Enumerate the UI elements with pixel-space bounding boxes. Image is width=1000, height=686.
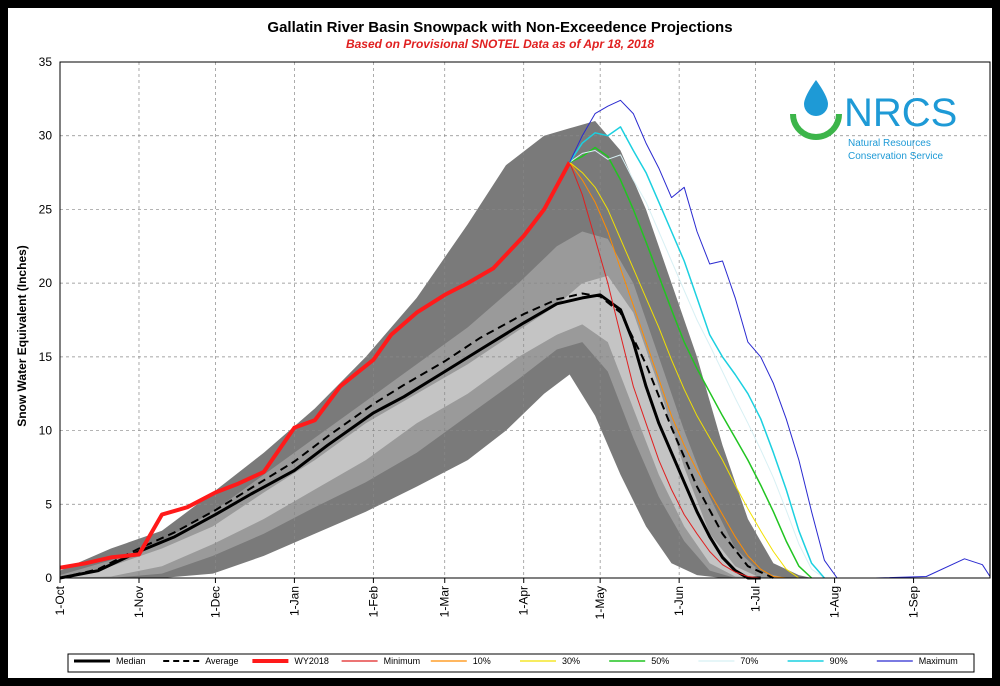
y-tick-label: 30 [39, 129, 53, 143]
legend-label: 10% [473, 656, 491, 666]
x-tick-label: 1-Feb [366, 586, 380, 618]
chart-title: Gallatin River Basin Snowpack with Non-E… [267, 19, 732, 36]
legend-label: 30% [562, 656, 580, 666]
x-tick-label: 1-May [593, 586, 607, 619]
series-70- [569, 150, 825, 579]
y-tick-label: 15 [39, 350, 53, 364]
percentile-band-2 [60, 275, 761, 578]
x-tick-label: 1-Aug [828, 586, 842, 618]
series-average [59, 292, 774, 579]
ground-arc-icon [790, 113, 842, 140]
series-wy2018 [59, 161, 572, 570]
logo-subtitle-2: Conservation Service [848, 151, 943, 162]
series-30- [569, 161, 800, 579]
chart-panel: Gallatin River Basin Snowpack with Non-E… [8, 8, 992, 678]
legend-label: 90% [830, 656, 848, 666]
legend-label: Median [116, 656, 146, 666]
legend-label: Average [205, 656, 238, 666]
plot-area: 0 5 10 15 20 25 30 35 1-Oct 1-Nov 1-Dec 1-Jan 1-Feb 1… [39, 55, 991, 619]
y-axis-label: Snow Water Equivalent (Inches) [15, 245, 29, 427]
legend-label: Minimum [384, 656, 421, 666]
percentile-band-0 [60, 121, 812, 578]
chart-subtitle: Based on Provisional SNOTEL Data as of A… [346, 37, 654, 51]
y-tick-label: 35 [39, 55, 53, 69]
series-median [59, 293, 761, 580]
y-tick-label: 0 [45, 571, 52, 585]
x-tick-label: 1-Apr [517, 586, 531, 615]
y-tick-label: 20 [39, 276, 53, 290]
logo-wordmark: NRCS [844, 91, 957, 135]
y-tick-label: 5 [45, 497, 52, 511]
plot-border [59, 61, 991, 579]
legend-label: 50% [651, 656, 669, 666]
x-tick-label: 1-Mar [438, 586, 452, 617]
x-tick-label: 1-Sep [907, 586, 921, 618]
legend-label: WY2018 [294, 656, 329, 666]
legend: Median Average WY2018 Minimum 10% 30% 50% 70% 90… [67, 653, 975, 673]
y-tick-label: 10 [39, 424, 53, 438]
legend-box [67, 653, 975, 673]
series-90- [568, 126, 825, 579]
x-tick-label: 1-Jan [287, 586, 301, 616]
logo-subtitle-1: Natural Resources [848, 138, 931, 149]
series-50- [569, 146, 813, 579]
water-drop-icon [804, 80, 828, 116]
x-tick-label: 1-Nov [132, 586, 146, 618]
series-10- [569, 162, 787, 579]
series-minimum [569, 162, 774, 579]
x-tick-label: 1-Jun [672, 586, 686, 616]
legend-label: 70% [740, 656, 758, 666]
x-tick-label: 1-Jul [749, 586, 763, 612]
nrcs-logo: NRCS Natural Resources Conservation Serv… [790, 80, 957, 162]
x-tick-label: 1-Oct [53, 585, 67, 615]
legend-label: Maximum [919, 656, 958, 666]
x-tick-label: 1-Dec [208, 586, 222, 618]
y-tick-label: 25 [39, 202, 53, 216]
chart-svg: Gallatin River Basin Snowpack with Non-E… [15, 19, 991, 673]
